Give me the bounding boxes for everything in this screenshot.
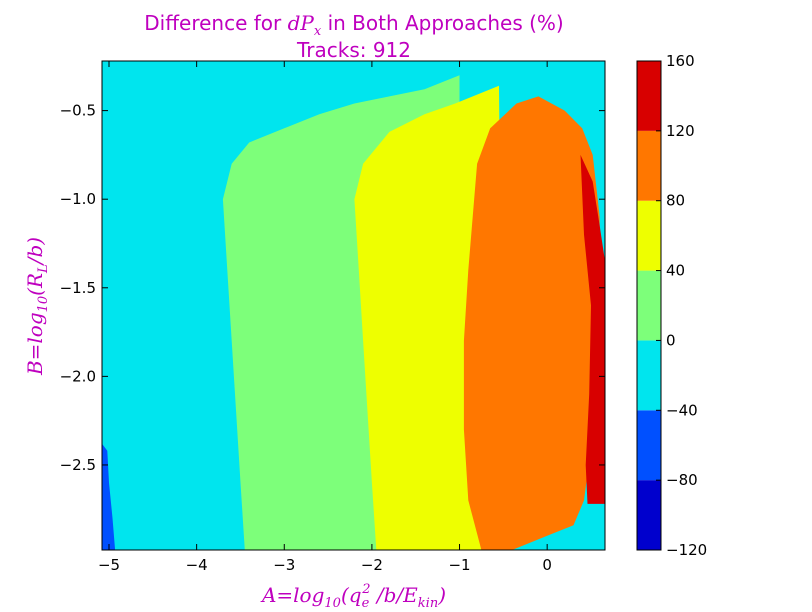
x-tick-label: −5 — [98, 556, 120, 574]
x-tick-label: −2 — [361, 556, 383, 574]
colorbar: −120 −80 −40 0 40 80 120 160 — [636, 52, 707, 559]
y-tick-label: −2.0 — [60, 367, 96, 385]
colorbar-tick-label: −40 — [666, 401, 698, 419]
colorbar-segment — [637, 61, 661, 131]
x-tick-label: −4 — [186, 556, 208, 574]
colorbar-segment — [637, 480, 661, 550]
colorbar-tick-label: −120 — [666, 541, 707, 559]
x-tick-label: 0 — [542, 556, 552, 574]
colorbar-tick-label: −80 — [666, 471, 698, 489]
x-axis-label: A=log10(qe2 /b/Ekin) — [260, 582, 446, 611]
y-tick-label: −2.5 — [60, 456, 96, 474]
colorbar-tick-label: 0 — [666, 331, 676, 349]
plot-frame — [101, 60, 606, 551]
y-axis-label: B=log10(RL/b) — [23, 237, 51, 376]
colorbar-segment — [637, 410, 661, 481]
colorbar-tick-label: 80 — [666, 192, 685, 210]
contour-region-80-to-120 — [463, 96, 600, 550]
colorbar-tick-label: 40 — [666, 262, 685, 280]
colorbar-frame — [636, 60, 662, 551]
colorbar-tick-label: 160 — [666, 52, 695, 70]
x-tick-label: −3 — [273, 556, 295, 574]
y-tick-label: −0.5 — [60, 102, 96, 120]
chart-subtitle: Tracks: 912 — [296, 38, 411, 62]
x-tick-label: −1 — [448, 556, 470, 574]
chart-title: Difference for dPx in Both Approaches (%… — [144, 11, 563, 39]
contour-region-120-to-160 — [580, 154, 605, 504]
colorbar-segment — [637, 200, 661, 271]
colorbar-segment — [637, 270, 661, 341]
contour-region--80-to--40 — [102, 443, 116, 550]
colorbar-segment — [637, 130, 661, 201]
y-tick-label: −1.5 — [60, 279, 96, 297]
colorbar-tick-label: 120 — [666, 122, 695, 140]
y-tick-label: −1.0 — [60, 190, 96, 208]
axes: −5 −4 −3 −2 −1 0 −2.5 −2.0 −1.5 −1.0 −0.5 — [60, 60, 606, 574]
colorbar-segment — [637, 340, 661, 411]
plot-area — [102, 61, 605, 550]
